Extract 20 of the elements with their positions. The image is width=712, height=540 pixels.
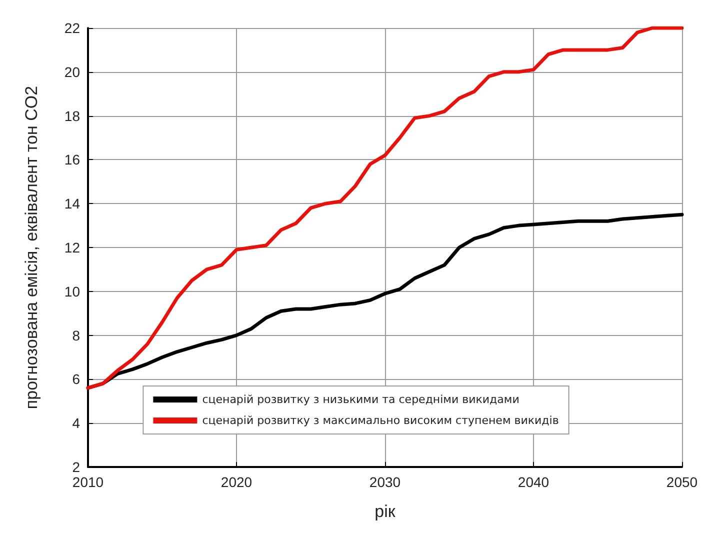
x-tick-label: 2020	[220, 474, 252, 490]
x-tick-label: 2030	[369, 474, 401, 490]
y-tick-label: 4	[72, 415, 80, 432]
x-axis-title: рік	[374, 502, 396, 521]
y-tick-label: 2	[72, 459, 80, 475]
x-tick-label: 2010	[72, 474, 104, 490]
y-axis-title: прогнозована емісія, еквівалент тон CO2	[22, 86, 41, 410]
legend-label: сценарій розвитку з низькими та середніми викидами	[202, 393, 520, 406]
y-tick-label: 16	[64, 152, 80, 168]
y-tick-label: 20	[64, 64, 80, 80]
x-tick-label: 2050	[666, 474, 698, 490]
x-tick-label: 2040	[518, 474, 550, 490]
y-tick-label: 22	[64, 20, 80, 36]
y-tick-label: 18	[64, 108, 80, 124]
y-tick-label: 8	[72, 327, 80, 344]
y-tick-label: 12	[64, 240, 80, 256]
y-tick-label: 6	[72, 371, 80, 388]
legend-label: сценарій розвитку з максимально високим ступенем викидів	[202, 414, 559, 427]
y-tick-label: 14	[64, 196, 80, 212]
y-tick-label: 10	[64, 283, 80, 300]
